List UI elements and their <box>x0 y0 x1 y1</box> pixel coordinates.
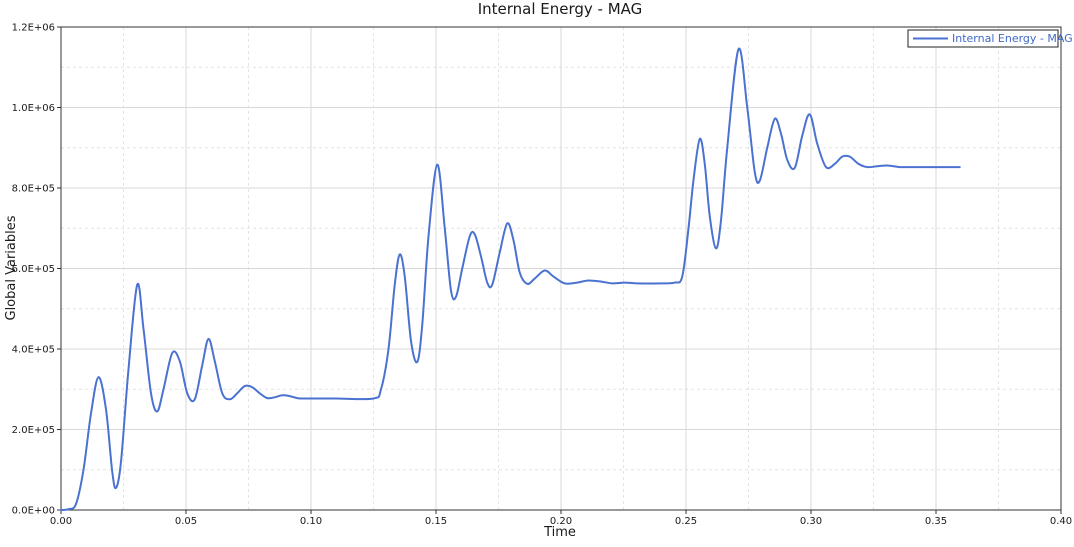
x-tick-label: 0.15 <box>425 516 447 527</box>
x-tick-label: 0.25 <box>675 516 697 527</box>
axes: 0.00 0.05 0.10 0.15 0.20 0.25 0.30 0.35 0.40 0.0E… <box>12 23 1072 528</box>
x-tick-label: 0.00 <box>50 516 72 527</box>
x-tick-label: 0.40 <box>1050 516 1072 527</box>
legend[interactable]: Internal Energy - MAG <box>907 29 1073 48</box>
x-tick-label: 0.35 <box>925 516 947 527</box>
series-line-internal-energy-mag <box>60 47 961 511</box>
legend-box <box>907 29 1059 48</box>
x-tick-label: 0.10 <box>300 516 322 527</box>
grid-lines <box>61 27 1061 510</box>
y-tick-label: 0.0E+00 <box>12 506 55 517</box>
y-axis-label: Global Variables <box>4 215 19 320</box>
x-axis-label: Time <box>543 525 576 540</box>
y-tick-label: 2.0E+05 <box>12 425 55 436</box>
y-tick-label: 1.2E+06 <box>12 23 55 34</box>
y-tick-label: 4.0E+05 <box>12 345 55 356</box>
legend-label-internal-energy-mag: Internal Energy - MAG <box>952 32 1073 45</box>
x-tick-label: 0.05 <box>175 516 197 527</box>
y-tick-label: 6.0E+05 <box>12 264 55 275</box>
chart-title: Internal Energy - MAG <box>478 0 643 18</box>
series-layer <box>60 47 961 511</box>
y-tick-label: 8.0E+05 <box>12 184 55 195</box>
x-tick-label: 0.20 <box>550 516 572 527</box>
x-tick-label: 0.30 <box>800 516 822 527</box>
y-tick-label: 1.0E+06 <box>12 103 55 114</box>
